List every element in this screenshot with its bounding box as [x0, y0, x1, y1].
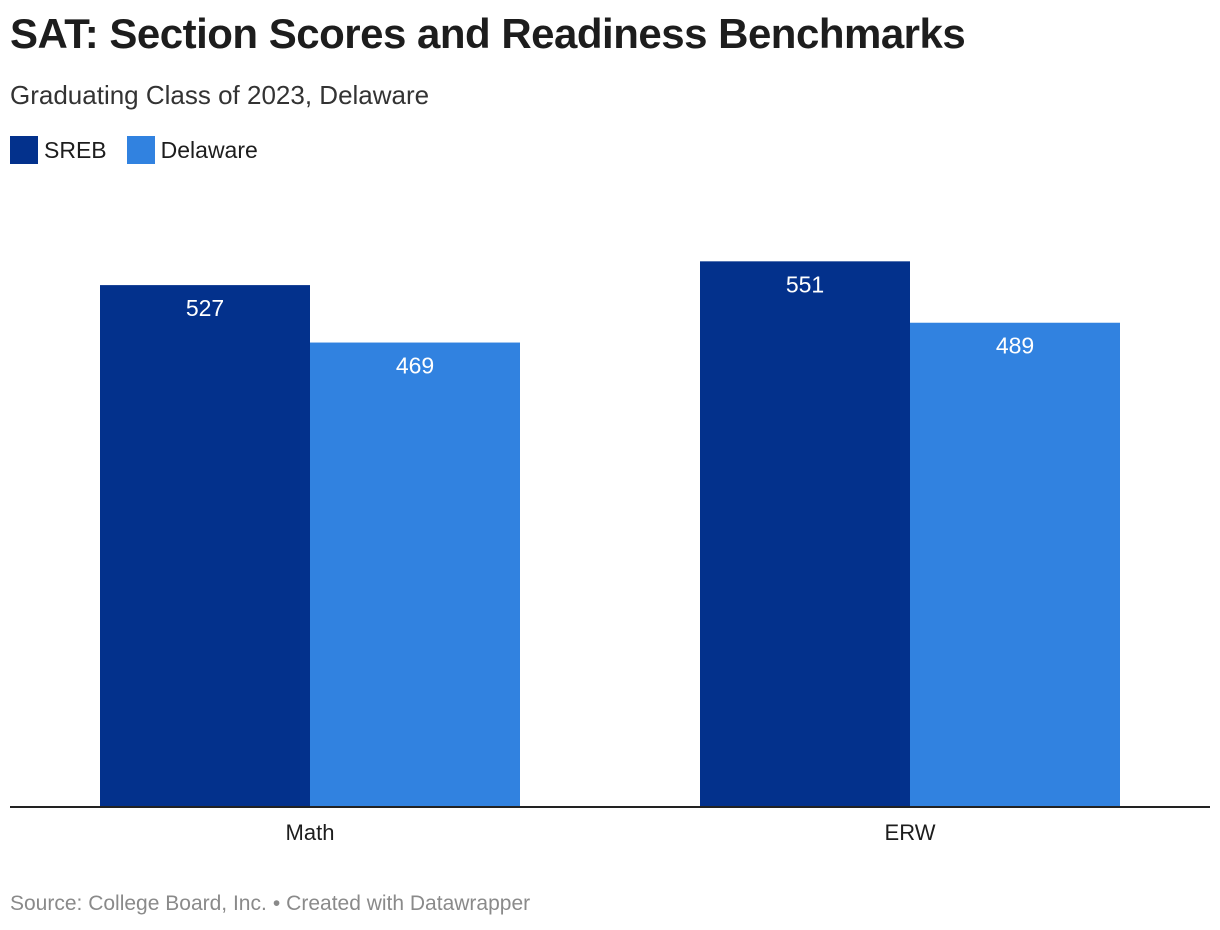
legend-swatch-sreb [10, 136, 38, 164]
source-note: Source: College Board, Inc. [10, 892, 267, 915]
bar-sreb-math [100, 285, 310, 808]
data-label-sreb-math: 527 [186, 295, 224, 321]
data-label-delaware-erw: 489 [996, 333, 1034, 359]
footer: Source: College Board, Inc. • Created with… [10, 892, 530, 916]
data-label-delaware-math: 469 [396, 353, 434, 379]
x-tick-label-math: Math [286, 820, 335, 845]
legend-label-delaware: Delaware [160, 136, 258, 163]
bar-delaware-erw [910, 322, 1120, 807]
footer-separator: • [272, 892, 281, 915]
data-label-sreb-erw: 551 [786, 271, 824, 297]
legend-item-delaware: Delaware [126, 136, 258, 164]
legend-item-sreb: SREB [10, 136, 107, 164]
chart-subtitle: Graduating Class of 2023, Delaware [10, 80, 430, 110]
legend-label-sreb: SREB [44, 136, 107, 163]
chart-title: SAT: Section Scores and Readiness Benchm… [10, 10, 966, 57]
legend: SREB Delaware [10, 136, 278, 164]
legend-swatch-delaware [126, 136, 155, 164]
bar-sreb-erw [700, 261, 910, 807]
x-tick-label-erw: ERW [885, 820, 936, 845]
credit-note: Created with Datawrapper [286, 892, 531, 915]
bar-delaware-math [310, 342, 520, 807]
